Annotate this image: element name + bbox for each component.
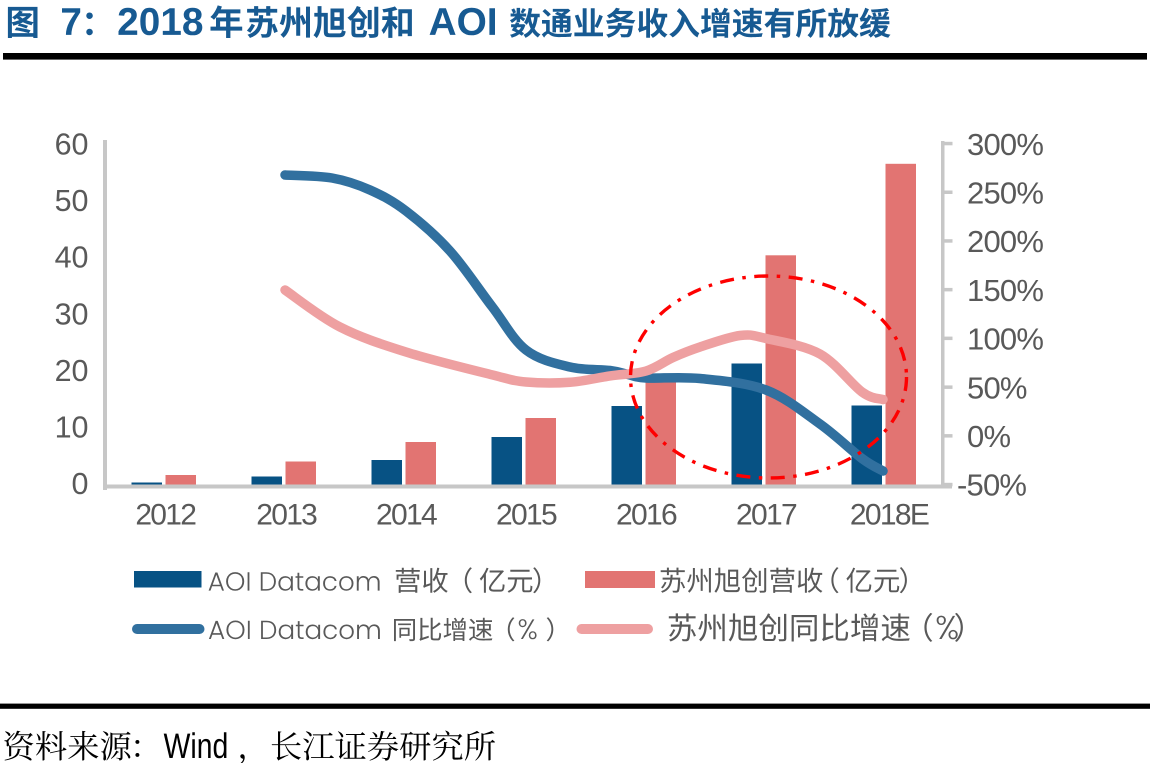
svg-text:-50%: -50% [957,468,1026,503]
svg-text:2013: 2013 [256,499,317,532]
svg-text:2015: 2015 [496,499,557,532]
svg-text:20: 20 [55,354,89,388]
svg-text:50: 50 [55,184,89,218]
svg-text:300%: 300% [967,127,1043,162]
svg-text:60: 60 [55,128,89,162]
svg-text:40: 40 [55,241,89,275]
svg-text:0: 0 [72,467,89,501]
svg-text:0%: 0% [967,419,1010,454]
svg-text:250%: 250% [967,176,1043,211]
svg-text:150%: 150% [967,273,1043,308]
svg-text:30: 30 [55,297,89,331]
svg-text:2016: 2016 [616,499,677,532]
svg-text:200%: 200% [967,224,1043,259]
svg-text:2012: 2012 [135,499,196,532]
svg-text:2014: 2014 [376,499,437,532]
svg-text:2018E: 2018E [850,499,929,532]
svg-text:2017: 2017 [736,499,797,532]
svg-text:50%: 50% [967,370,1027,405]
svg-text:10: 10 [55,410,89,444]
svg-text:100%: 100% [967,322,1043,357]
